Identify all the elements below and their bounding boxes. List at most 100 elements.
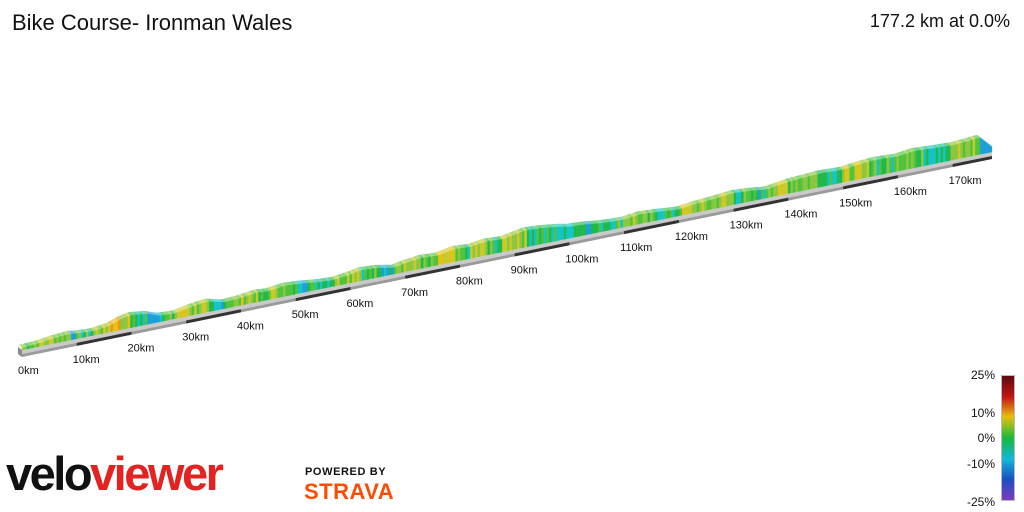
profile-segment <box>319 281 323 290</box>
profile-segment-top <box>528 226 535 230</box>
profile-segment-top <box>595 220 601 224</box>
profile-segment-top <box>134 311 141 315</box>
profile-segment-top <box>777 180 784 185</box>
profile-segment <box>778 184 781 196</box>
legend-label-25: 25% <box>970 368 995 382</box>
profile-segment <box>603 222 606 232</box>
profile-segment <box>90 331 94 337</box>
veloviewer-logo[interactable]: veloviewer <box>6 446 224 501</box>
profile-segment-top <box>292 281 298 285</box>
profile-segment-top <box>410 256 417 261</box>
profile-segment <box>733 192 737 205</box>
profile-segment-top <box>159 311 165 316</box>
profile-segment-top <box>696 199 702 204</box>
x-tick-label: 130km <box>730 220 763 232</box>
route-summary: 177.2 km at 0.0% <box>869 11 1010 31</box>
profile-segment-top <box>445 247 451 252</box>
profile-segment-top <box>854 161 860 166</box>
profile-segment <box>881 158 885 175</box>
profile-segment-top <box>617 216 624 221</box>
profile-segment-top <box>336 274 343 279</box>
profile-segment-top <box>83 328 89 333</box>
profile-segment-top <box>225 297 232 302</box>
profile-segment <box>462 247 466 261</box>
profile-segment-top <box>708 196 715 200</box>
profile-segment <box>866 161 870 178</box>
profile-segment <box>726 194 730 207</box>
profile-segment-top <box>878 155 885 160</box>
profile-segment <box>805 176 808 191</box>
profile-segment <box>864 162 868 179</box>
profile-segment <box>347 274 350 284</box>
profile-segment-top <box>289 281 296 285</box>
profile-segment <box>578 224 582 237</box>
profile-segment-top <box>70 330 77 334</box>
profile-segment-top <box>900 150 907 155</box>
strava-logo[interactable]: STRAVA <box>304 479 395 504</box>
profile-segment-top <box>33 340 40 344</box>
legend-label-neg10: -10% <box>966 457 995 471</box>
x-tick-label: 150km <box>839 197 872 209</box>
profile-segment <box>465 247 469 260</box>
profile-segment <box>549 227 552 243</box>
profile-segment-top <box>442 248 449 253</box>
profile-segment-top <box>432 252 439 256</box>
profile-segment <box>682 207 685 216</box>
profile-segment-top <box>55 333 62 337</box>
profile-segment-top <box>733 189 739 193</box>
profile-segment <box>76 333 79 340</box>
profile-segment-top <box>785 178 791 183</box>
profile-segment <box>955 143 959 160</box>
profile-segment <box>856 164 860 180</box>
profile-segment-top <box>871 156 877 161</box>
profile-segment <box>854 164 858 181</box>
profile-segment <box>568 226 572 239</box>
profile-segment <box>105 326 109 334</box>
profile-segment <box>46 339 50 346</box>
profile-segment-top <box>974 134 981 139</box>
profile-segment-top <box>97 324 104 329</box>
profile-segment-top <box>275 284 281 289</box>
profile-segment <box>408 261 412 272</box>
base-end <box>18 347 22 357</box>
profile-segment-top <box>51 334 57 339</box>
profile-segment <box>613 220 616 230</box>
profile-segment-top <box>602 219 609 223</box>
profile-segment-top <box>526 226 532 230</box>
x-tick-label: 0km <box>18 365 39 377</box>
profile-segment <box>418 257 422 270</box>
profile-segment-top <box>63 331 69 335</box>
legend-label-neg25: -25% <box>966 495 995 509</box>
profile-segment <box>61 335 65 343</box>
profile-segment <box>842 169 845 183</box>
profile-segment-top <box>422 253 429 258</box>
profile-segment <box>758 189 762 200</box>
profile-segment-top <box>393 262 399 267</box>
profile-segment <box>435 255 439 266</box>
profile-segment <box>68 333 72 341</box>
profile-segment-top <box>78 329 84 333</box>
profile-segment-top <box>484 237 491 242</box>
profile-segment-top <box>415 255 422 259</box>
profile-segment-top <box>181 305 188 310</box>
profile-segment-top <box>952 140 959 145</box>
profile-segment-top <box>297 280 303 284</box>
profile-segment-top <box>868 157 875 162</box>
profile-segment-top <box>21 343 27 348</box>
profile-segment-top <box>775 181 781 186</box>
profile-segment-top <box>689 201 695 206</box>
profile-segment <box>100 327 104 335</box>
profile-segment-top <box>568 223 574 227</box>
profile-segment <box>630 216 634 226</box>
profile-segment-top <box>41 337 47 342</box>
profile-segment-top <box>390 263 397 268</box>
profile-segment-top <box>366 265 372 270</box>
profile-segment-top <box>487 237 493 241</box>
profile-segment <box>211 301 215 312</box>
profile-segment <box>147 313 151 325</box>
powered-by-label: POWERED BY <box>305 466 387 478</box>
profile-segment <box>218 301 222 310</box>
profile-segment-top <box>277 283 284 288</box>
profile-segment <box>95 329 99 336</box>
profile-segment <box>172 313 175 320</box>
